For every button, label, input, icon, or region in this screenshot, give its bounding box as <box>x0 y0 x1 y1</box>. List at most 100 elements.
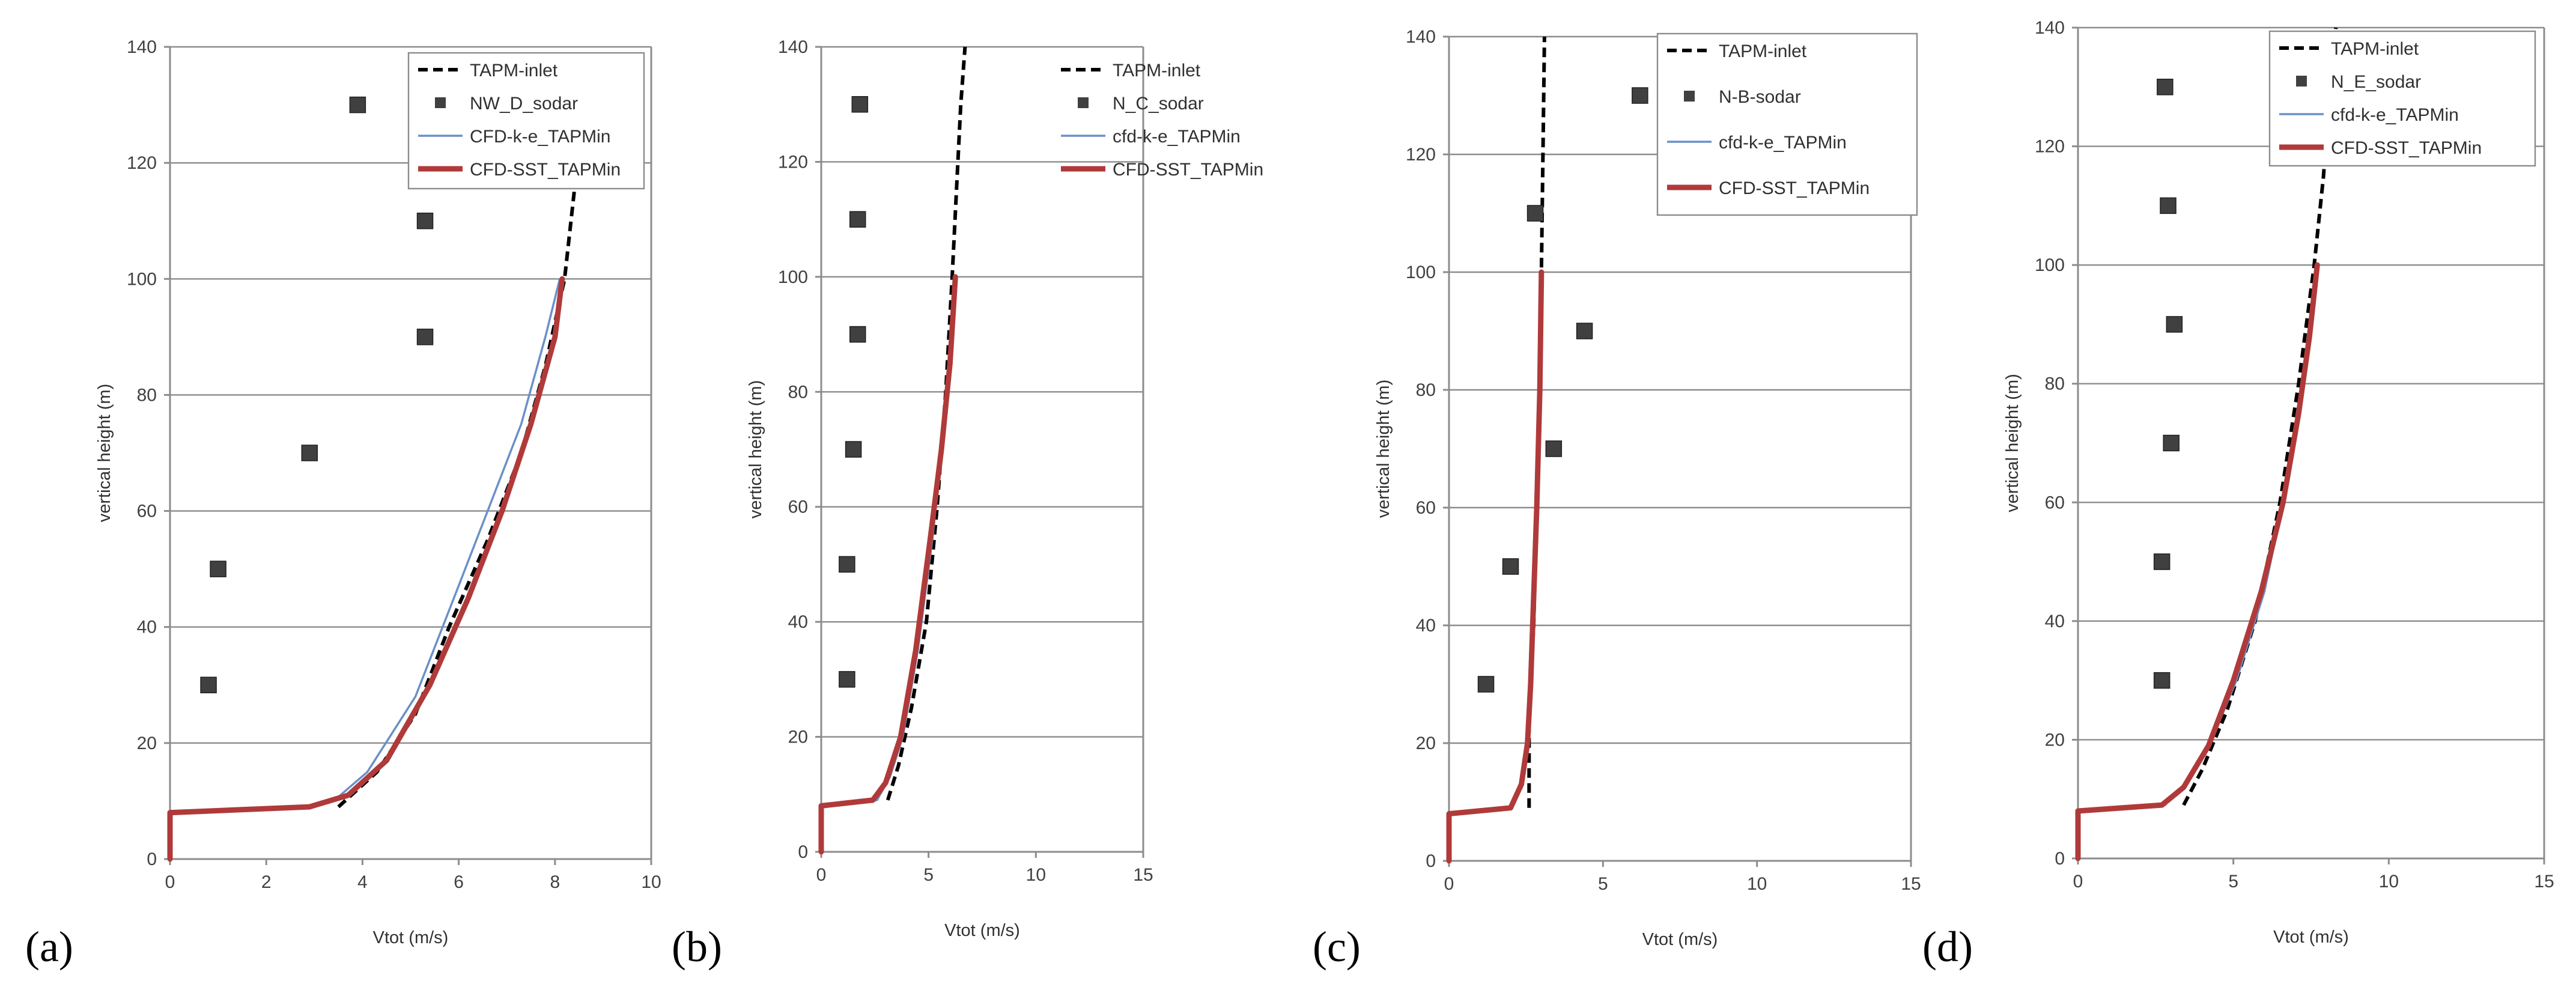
sodar-marker <box>849 326 866 343</box>
x-tick-label-2: 4 <box>357 872 368 892</box>
y-tick-label-7: 140 <box>2035 18 2065 38</box>
panel-label: (d) <box>1922 923 1973 971</box>
legend-marker-sodar <box>1078 97 1089 108</box>
y-tick-label-4: 80 <box>137 385 157 405</box>
legend-label-3: CFD-SST_TAPMin <box>470 160 621 180</box>
legend-label-1: NW_D_sodar <box>470 94 578 114</box>
y-tick-label-4: 80 <box>788 382 808 402</box>
y-tick-label-0: 0 <box>798 842 808 862</box>
legend-label-0: TAPM-inlet <box>2331 39 2419 59</box>
y-tick-label-6: 120 <box>127 153 157 173</box>
legend-label-1: N-B-sodar <box>1719 87 1801 107</box>
x-tick-label-0: 0 <box>2073 872 2083 891</box>
y-tick-label-6: 120 <box>778 152 808 172</box>
sodar-marker <box>200 676 217 694</box>
legend-box <box>2268 30 2536 167</box>
series-line-2 <box>169 278 561 859</box>
x-tick-label-0: 0 <box>165 872 175 892</box>
y-tick-label-0: 0 <box>147 849 157 869</box>
legend-label-3: CFD-SST_TAPMin <box>2331 138 2482 158</box>
legend: TAPM-inlet NW_D_sodar CFD-k-e_TAPMin CFD-SS… <box>407 52 645 190</box>
legend: TAPM-inlet N_C_sodar cfd-k-e_TAPMin CFD-SST… <box>1061 61 1263 180</box>
y-tick-label-2: 40 <box>788 612 808 632</box>
x-tick-label-3: 6 <box>454 872 464 892</box>
y-tick-label-2: 40 <box>1416 616 1436 636</box>
series-line-3 <box>1446 269 1545 864</box>
series-line-2 <box>2077 264 2319 858</box>
sodar-marker <box>851 96 869 113</box>
x-tick-label-1: 2 <box>261 872 272 892</box>
sodar-marker <box>2160 197 2177 214</box>
y-axis-title: vertical height (m) <box>746 380 765 518</box>
x-tick-label-0: 0 <box>1444 874 1454 894</box>
legend-marker-sodar <box>2296 76 2307 87</box>
y-tick-label-5: 100 <box>2035 255 2065 275</box>
legend-label-2: cfd-k-e_TAPMin <box>1113 127 1241 147</box>
chart-panel-1: 0 20 40 60 80 100 120 140 0 5 10 15 Vtot (m/s) vertic… <box>672 37 1263 971</box>
legend-label-3: CFD-SST_TAPMin <box>1719 178 1870 198</box>
sodar-marker <box>1545 440 1563 457</box>
x-axis-title: Vtot (m/s) <box>2273 928 2349 947</box>
legend: TAPM-inlet N_E_sodar cfd-k-e_TAPMin CFD-SST… <box>2268 30 2536 167</box>
legend-label-2: cfd-k-e_TAPMin <box>1719 133 1847 153</box>
chart-panel-2: 0 20 40 60 80 100 120 140 0 5 10 15 Vtot (m/s) vertic… <box>1313 27 1921 971</box>
sodar-marker <box>839 556 855 573</box>
sodar-marker <box>2166 316 2183 333</box>
y-tick-label-7: 140 <box>127 37 157 57</box>
y-tick-label-0: 0 <box>1426 851 1436 871</box>
chart-panel-3: 0 20 40 60 80 100 120 140 0 5 10 15 Vtot (m/s) vertic… <box>1922 18 2554 971</box>
series-line-3 <box>167 276 565 862</box>
x-tick-label-3: 15 <box>2534 872 2554 891</box>
series-line-3 <box>2075 262 2320 861</box>
legend-label-0: TAPM-inlet <box>1113 61 1201 80</box>
y-tick-label-7: 140 <box>1406 27 1436 47</box>
legend-label-2: cfd-k-e_TAPMin <box>2331 105 2459 125</box>
sodar-marker <box>2157 79 2174 96</box>
legend-marker-sodar <box>435 97 446 108</box>
sodar-marker <box>1477 676 1495 693</box>
sodar-marker <box>839 671 855 688</box>
y-tick-label-2: 40 <box>2045 612 2065 631</box>
y-tick-label-1: 20 <box>788 727 808 747</box>
x-tick-label-0: 0 <box>816 865 827 885</box>
series-line-0 <box>337 105 583 809</box>
x-axis-title: Vtot (m/s) <box>944 921 1020 940</box>
x-tick-label-4: 8 <box>550 872 560 892</box>
panel-label: (a) <box>25 923 73 971</box>
sodar-marker <box>349 96 366 114</box>
sodar-marker <box>1526 205 1544 222</box>
sodar-marker <box>1502 558 1519 575</box>
y-tick-label-1: 20 <box>137 733 157 753</box>
x-tick-label-1: 5 <box>923 865 934 885</box>
legend-label-3: CFD-SST_TAPMin <box>1113 160 1263 180</box>
legend-box <box>407 52 645 190</box>
panel-label: (b) <box>672 923 722 971</box>
x-tick-label-2: 10 <box>1747 874 1767 894</box>
sodar-marker <box>2163 434 2180 452</box>
x-tick-label-1: 5 <box>1598 874 1608 894</box>
legend-label-0: TAPM-inlet <box>470 61 558 80</box>
legend-label-1: N_C_sodar <box>1113 94 1204 114</box>
sodar-marker <box>416 329 434 345</box>
y-tick-label-5: 100 <box>1406 263 1436 282</box>
y-tick-label-5: 100 <box>778 267 808 287</box>
x-tick-label-3: 15 <box>1901 874 1921 894</box>
legend-label-1: N_E_sodar <box>2331 72 2421 92</box>
y-tick-label-5: 100 <box>127 269 157 289</box>
sodar-marker <box>2153 672 2170 689</box>
y-tick-label-0: 0 <box>2055 849 2065 869</box>
y-axis-title: vertical height (m) <box>95 384 114 522</box>
series-line-3 <box>818 274 958 855</box>
sodar-marker <box>2153 553 2170 570</box>
y-tick-label-4: 80 <box>2045 374 2065 394</box>
y-tick-label-7: 140 <box>778 37 808 57</box>
y-tick-label-3: 60 <box>1416 498 1436 518</box>
x-axis-title: Vtot (m/s) <box>1642 930 1718 949</box>
sodar-marker <box>845 441 862 458</box>
x-axis-title: Vtot (m/s) <box>373 928 449 947</box>
legend-marker-sodar <box>1684 91 1695 102</box>
legend: TAPM-inlet N-B-sodar cfd-k-e_TAPMin CFD-SST… <box>1656 32 1918 216</box>
y-tick-label-2: 40 <box>137 618 157 637</box>
x-tick-label-5: 10 <box>641 872 661 892</box>
